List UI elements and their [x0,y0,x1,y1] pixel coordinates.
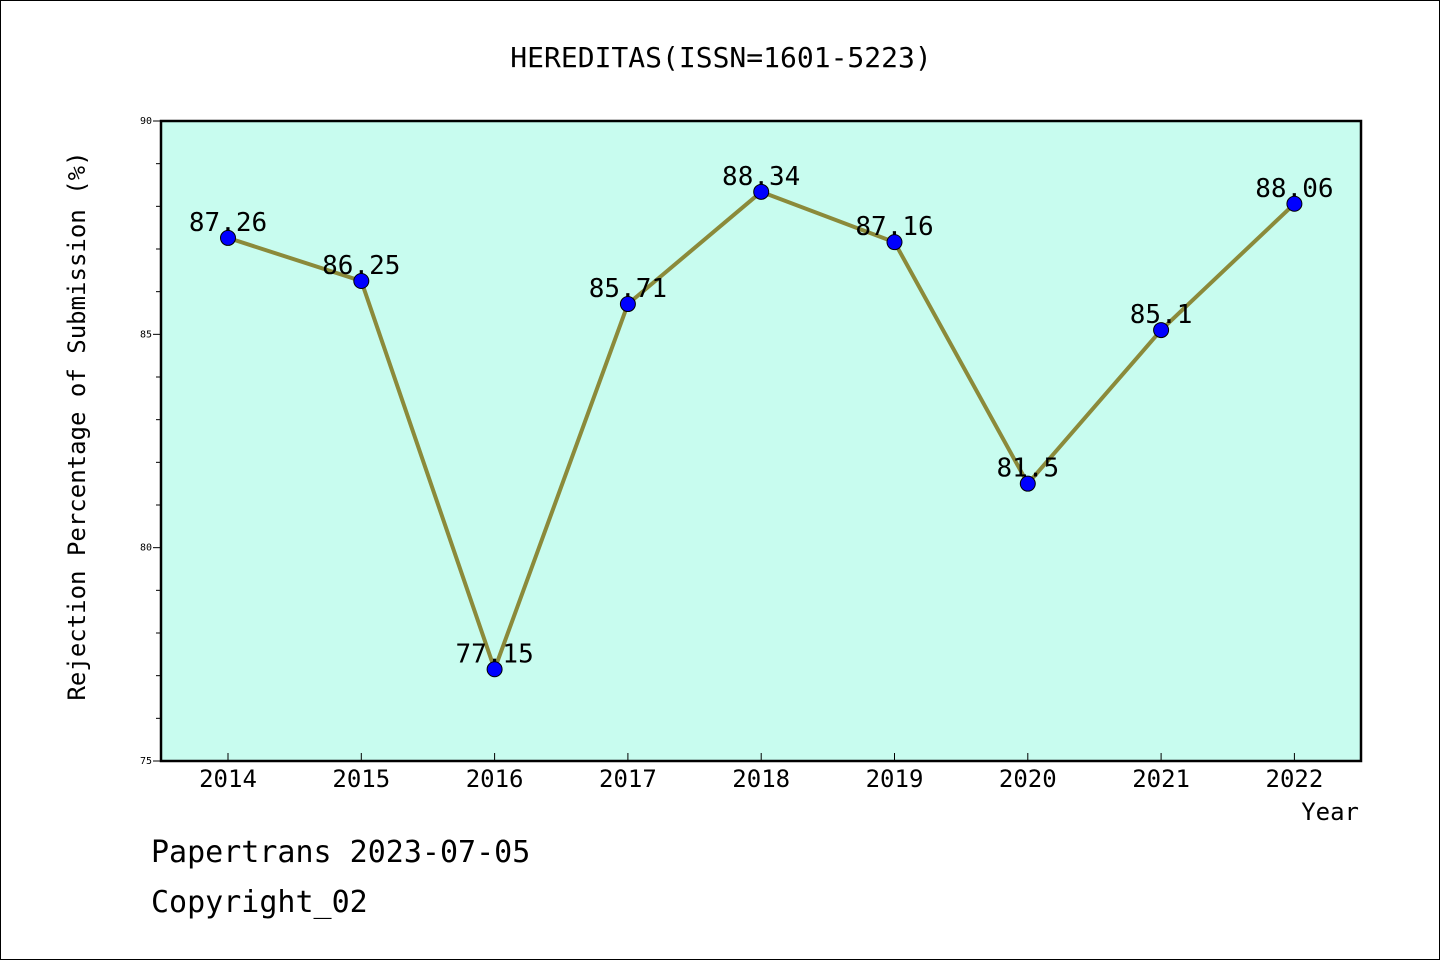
data-point [220,229,236,246]
data-point [1019,475,1036,492]
plot-border [159,119,1363,763]
x-tick-label: 2022 [1266,765,1324,793]
x-axis-ticks: 2014 2015 2016 2017 2018 2019 2020 2021 2022 [199,753,1323,793]
data-point [619,296,636,313]
data-point [486,661,503,678]
x-axis-label: Year [1301,798,1359,826]
y-tick-label: 75 [140,756,152,767]
x-tick-label: 2019 [866,765,924,793]
data-point [353,273,370,289]
y-tick-label: 90 [140,116,152,127]
x-tick-label: 2021 [1132,765,1190,793]
data-point [886,234,903,251]
data-point [753,183,770,200]
y-tick-label: 85 [140,329,152,340]
y-axis-label: Rejection Percentage of Submission (%) [63,151,91,700]
chart-title: HEREDITAS(ISSN=1601-5223) [510,41,931,74]
footer-source: Papertrans 2023-07-05 [151,835,531,870]
footer-copyright: Copyright_02 [151,885,368,920]
y-axis-ticks: 75 80 85 90 [140,116,161,767]
x-tick-label: 2014 [199,765,257,793]
x-tick-label: 2020 [999,765,1057,793]
x-tick-label: 2018 [732,765,790,793]
y-tick-label: 80 [140,543,152,554]
x-tick-label: 2016 [466,765,524,793]
plot-area [161,121,1361,761]
series-group: 87.2686.2577.1585.7188.3487.1681.585.188… [189,162,1334,678]
x-tick-label: 2017 [599,765,657,793]
x-tick-label: 2015 [332,765,390,793]
data-point [1153,322,1170,339]
data-point [1286,195,1303,212]
